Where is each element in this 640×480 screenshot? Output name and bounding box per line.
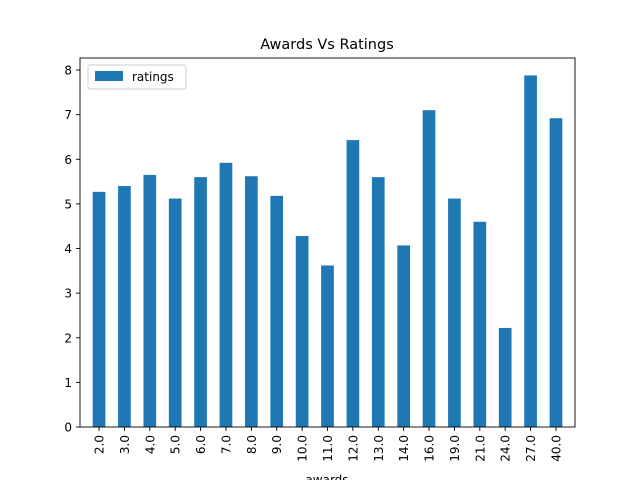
x-tick-label: 24.0 (499, 435, 513, 462)
bar-24.0 (498, 327, 512, 427)
bar-6.0 (194, 177, 207, 427)
x-tick-label: 5.0 (169, 435, 183, 454)
bar-11.0 (321, 265, 334, 427)
y-tick-label: 2 (64, 331, 72, 345)
x-tick-label: 16.0 (423, 435, 437, 462)
bar-2.0 (92, 191, 106, 427)
bar-8.0 (245, 176, 258, 427)
x-tick-label: 2.0 (93, 435, 107, 454)
y-axis: 0 1 2 3 4 5 6 7 8 (64, 64, 80, 435)
x-tick-label: 7.0 (219, 435, 233, 454)
x-tick-label: 3.0 (118, 435, 132, 454)
x-tick-label: 11.0 (321, 435, 335, 462)
bar-4.0 (143, 174, 157, 427)
y-tick-label: 1 (64, 376, 72, 390)
x-tick-label: 14.0 (397, 435, 411, 462)
bar-21.0 (473, 221, 487, 427)
x-axis-label: awards (305, 473, 348, 480)
x-tick-label: 12.0 (346, 435, 360, 462)
x-tick-label: 9.0 (270, 435, 284, 454)
bar-19.0 (448, 198, 461, 427)
bars (92, 75, 563, 428)
x-axis: 2.0 3.0 4.0 5.0 6.0 7.0 8.0 9.0 10.0 11.0 12.0 13.0… (93, 427, 563, 462)
x-tick-label: 40.0 (549, 435, 563, 462)
x-tick-label: 19.0 (448, 435, 462, 462)
bar-3.0 (118, 186, 131, 427)
legend-swatch (95, 71, 123, 81)
legend: ratings (87, 64, 187, 90)
y-tick-label: 3 (64, 287, 72, 301)
bar-9.0 (270, 195, 284, 427)
x-tick-label: 21.0 (473, 435, 487, 462)
bar-14.0 (397, 245, 410, 427)
x-tick-label: 13.0 (372, 435, 386, 462)
y-tick-label: 8 (64, 64, 72, 78)
chart-title: Awards Vs Ratings (260, 37, 394, 53)
bar-10.0 (295, 236, 309, 427)
x-tick-label: 10.0 (296, 435, 310, 462)
y-tick-label: 5 (64, 197, 72, 211)
bar-13.0 (371, 177, 385, 427)
bar-16.0 (422, 110, 436, 427)
bar-7.0 (219, 162, 233, 427)
y-tick-label: 7 (64, 108, 72, 122)
y-tick-label: 4 (64, 242, 72, 256)
y-tick-label: 6 (64, 153, 72, 167)
x-tick-label: 4.0 (143, 435, 157, 454)
bar-12.0 (346, 140, 360, 427)
bar-27.0 (524, 75, 537, 428)
x-tick-label: 8.0 (245, 435, 259, 454)
bar-5.0 (168, 198, 182, 427)
legend-label-ratings: ratings (132, 70, 174, 84)
y-tick-label: 0 (64, 421, 72, 435)
plot-frame (79, 57, 576, 428)
x-tick-label: 6.0 (194, 435, 208, 454)
bar-40.0 (549, 118, 563, 428)
x-tick-label: 27.0 (524, 435, 538, 462)
